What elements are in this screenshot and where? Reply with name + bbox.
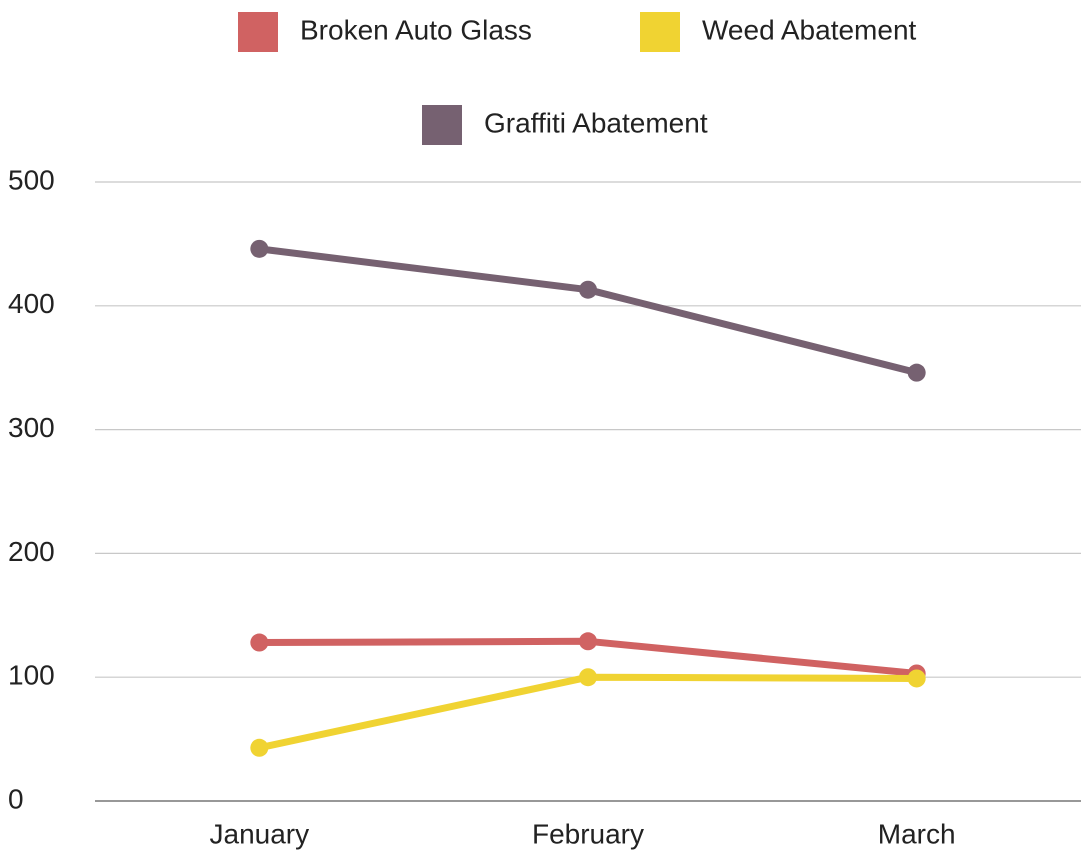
data-point bbox=[907, 363, 926, 382]
x-tick-label: January bbox=[210, 818, 310, 849]
data-point bbox=[579, 280, 597, 299]
legend-swatch bbox=[640, 12, 680, 52]
y-tick-label: 300 bbox=[8, 412, 55, 443]
legend-label: Graffiti Abatement bbox=[484, 107, 708, 138]
x-tick-label: February bbox=[532, 818, 644, 849]
x-tick-label: March bbox=[878, 818, 956, 849]
series-line bbox=[258, 245, 918, 377]
y-tick-label: 500 bbox=[8, 164, 55, 195]
data-point bbox=[250, 738, 269, 757]
y-tick-label: 0 bbox=[8, 783, 24, 814]
data-point bbox=[579, 668, 597, 687]
y-tick-label: 100 bbox=[8, 660, 55, 691]
y-tick-label: 200 bbox=[8, 536, 55, 567]
data-point bbox=[250, 633, 269, 652]
series-line bbox=[258, 673, 917, 752]
legend-swatch bbox=[238, 12, 278, 52]
data-point bbox=[250, 239, 269, 258]
data-point bbox=[579, 632, 597, 651]
y-tick-label: 400 bbox=[8, 288, 55, 319]
legend-label: Weed Abatement bbox=[702, 14, 917, 45]
legend-label: Broken Auto Glass bbox=[300, 14, 532, 45]
legend-swatch bbox=[422, 105, 462, 145]
data-point bbox=[907, 669, 926, 688]
